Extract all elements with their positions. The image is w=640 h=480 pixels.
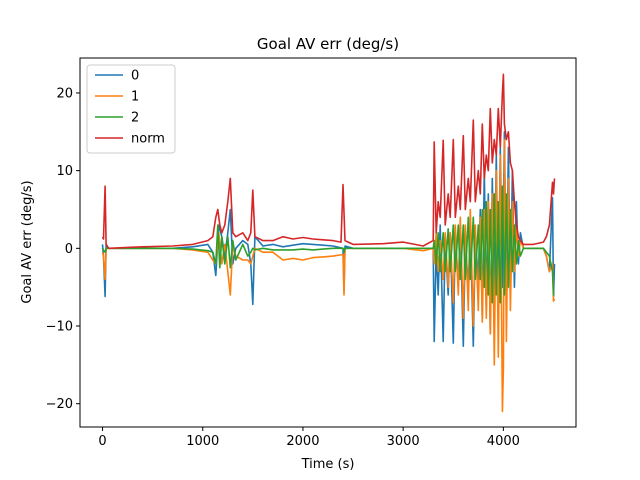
x-tick-label: 2000 bbox=[286, 434, 319, 449]
chart-title: Goal AV err (deg/s) bbox=[257, 35, 399, 53]
x-axis-label: Time (s) bbox=[301, 457, 355, 472]
legend-label-2: 2 bbox=[131, 111, 139, 126]
y-tick-label: −10 bbox=[46, 320, 73, 335]
x-axis-ticks: 0 1000 2000 3000 4000 bbox=[98, 427, 520, 449]
legend-label-3: norm bbox=[131, 132, 165, 147]
legend-label-0: 0 bbox=[131, 69, 139, 84]
series-line-3 bbox=[101, 73, 556, 250]
x-tick-label: 3000 bbox=[387, 434, 420, 449]
x-tick-label: 4000 bbox=[487, 434, 520, 449]
series-lines bbox=[101, 73, 556, 413]
legend-label-1: 1 bbox=[131, 90, 139, 105]
plot-frame bbox=[79, 57, 577, 428]
legend: 0 1 2 norm bbox=[86, 64, 176, 154]
x-tick-label: 1000 bbox=[186, 434, 219, 449]
y-tick-label: 0 bbox=[65, 242, 73, 257]
y-axis-ticks: −20 −10 0 10 20 bbox=[46, 86, 80, 412]
y-tick-label: −20 bbox=[46, 397, 73, 412]
series-line-2 bbox=[101, 185, 555, 304]
y-tick-label: 10 bbox=[56, 164, 73, 179]
x-tick-label: 0 bbox=[98, 434, 106, 449]
y-axis-label: Goal AV err (deg/s) bbox=[20, 180, 35, 303]
legend-box bbox=[86, 64, 176, 154]
y-tick-label: 20 bbox=[56, 86, 73, 101]
